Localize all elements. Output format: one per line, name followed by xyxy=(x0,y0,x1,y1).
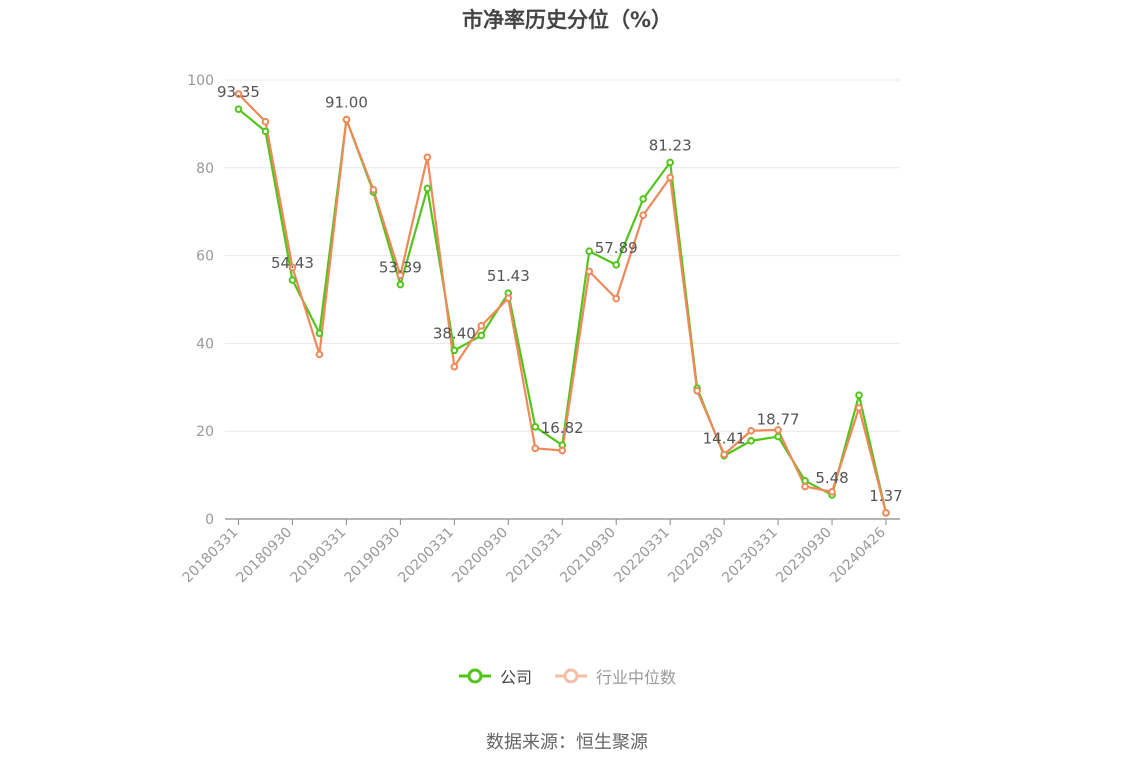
y-tick-label: 40 xyxy=(196,336,214,352)
data-point-company xyxy=(234,105,243,113)
x-tick-label: 20180331 xyxy=(180,525,242,587)
data-point-industry-median xyxy=(585,267,594,276)
data-point-industry-median xyxy=(639,211,647,220)
y-tick-label: 80 xyxy=(196,161,214,177)
data-point-industry-median xyxy=(531,444,540,453)
legend-label: 公司 xyxy=(499,668,532,687)
data-point-industry-median xyxy=(774,426,782,434)
data-point-industry-median xyxy=(666,173,674,182)
data-label: 1.37 xyxy=(869,487,902,505)
data-point-company xyxy=(531,423,540,431)
data-point-industry-median xyxy=(342,115,351,124)
legend-line-circle-icon xyxy=(458,668,491,684)
data-point-industry-median xyxy=(504,294,513,302)
data-point-industry-median xyxy=(693,387,701,395)
chart-title: 市净率历史分位（%） xyxy=(461,8,673,32)
data-label: 81.23 xyxy=(649,136,692,154)
data-point-industry-median xyxy=(747,426,755,435)
data-label: 14.41 xyxy=(703,430,746,448)
x-tick-label: 20240426 xyxy=(827,524,889,586)
data-point-company xyxy=(666,158,674,167)
data-point-industry-median xyxy=(234,90,243,98)
x-tick-label: 20190930 xyxy=(341,525,403,587)
data-point-company xyxy=(747,437,755,445)
x-tick-label: 20200331 xyxy=(395,525,457,587)
y-tick-label: 100 xyxy=(187,73,214,89)
data-label: 38.40 xyxy=(433,324,476,342)
data-label: 18.77 xyxy=(757,411,800,429)
data-point-company xyxy=(774,432,782,441)
data-point-company xyxy=(585,247,594,256)
data-point-company xyxy=(423,184,432,193)
data-point-company xyxy=(315,329,324,338)
data-point-industry-median xyxy=(477,322,486,330)
data-point-company xyxy=(477,331,486,340)
data-point-industry-median xyxy=(612,294,621,303)
legend-label: 行业中位数 xyxy=(596,668,677,687)
data-label: 5.48 xyxy=(815,469,848,487)
y-tick-label: 20 xyxy=(196,424,214,440)
legend-item-company[interactable]: 公司 xyxy=(458,664,532,688)
y-tick-label: 0 xyxy=(205,512,214,528)
data-point-company xyxy=(396,280,405,289)
data-point-industry-median xyxy=(828,487,836,496)
data-label: 51.43 xyxy=(487,267,530,285)
data-point-industry-median xyxy=(720,450,728,459)
x-tick-label: 20210930 xyxy=(557,525,619,587)
data-point-industry-median xyxy=(288,263,297,272)
data-point-industry-median xyxy=(801,482,809,491)
x-tick-label: 20190331 xyxy=(288,525,350,587)
data-source-note: 数据来源：恒生聚源 xyxy=(486,732,648,753)
legend: 公司 行业中位数 xyxy=(0,664,1134,688)
x-tick-label: 20220331 xyxy=(611,525,673,587)
data-label: 93.35 xyxy=(217,83,260,101)
legend-line-circle-icon xyxy=(555,668,587,684)
data-label: 53.39 xyxy=(379,259,422,277)
data-label: 91.00 xyxy=(325,94,368,112)
x-tick-label: 20230331 xyxy=(719,525,781,587)
data-point-industry-median xyxy=(261,117,270,126)
data-point-industry-median xyxy=(369,185,378,194)
x-tick-label: 20210331 xyxy=(503,525,565,587)
data-label: 16.82 xyxy=(541,419,584,437)
x-tick-label: 20220930 xyxy=(665,525,727,587)
x-tick-label: 20180930 xyxy=(234,525,296,587)
data-point-industry-median xyxy=(396,271,405,280)
data-point-company xyxy=(612,261,621,269)
legend-item-industry-median[interactable]: 行业中位数 xyxy=(554,664,676,688)
data-label: 54.43 xyxy=(271,254,314,272)
data-point-company xyxy=(288,276,297,284)
data-point-industry-median xyxy=(315,350,324,359)
data-point-company xyxy=(450,346,459,355)
data-point-industry-median xyxy=(882,509,890,517)
data-point-industry-median xyxy=(558,446,567,455)
data-label: 57.89 xyxy=(595,239,638,257)
y-tick-label: 60 xyxy=(196,249,214,265)
x-tick-label: 20200930 xyxy=(449,525,511,587)
line-chart: 0 20 40 60 80 100 2018033120180930201903312019… xyxy=(180,73,903,587)
data-point-industry-median xyxy=(855,404,863,412)
data-point-company xyxy=(639,195,647,203)
x-tick-label: 20230930 xyxy=(773,525,835,587)
data-point-industry-median xyxy=(450,362,459,371)
data-point-company xyxy=(855,391,863,400)
data-point-industry-median xyxy=(423,153,432,162)
data-point-company xyxy=(261,127,270,136)
